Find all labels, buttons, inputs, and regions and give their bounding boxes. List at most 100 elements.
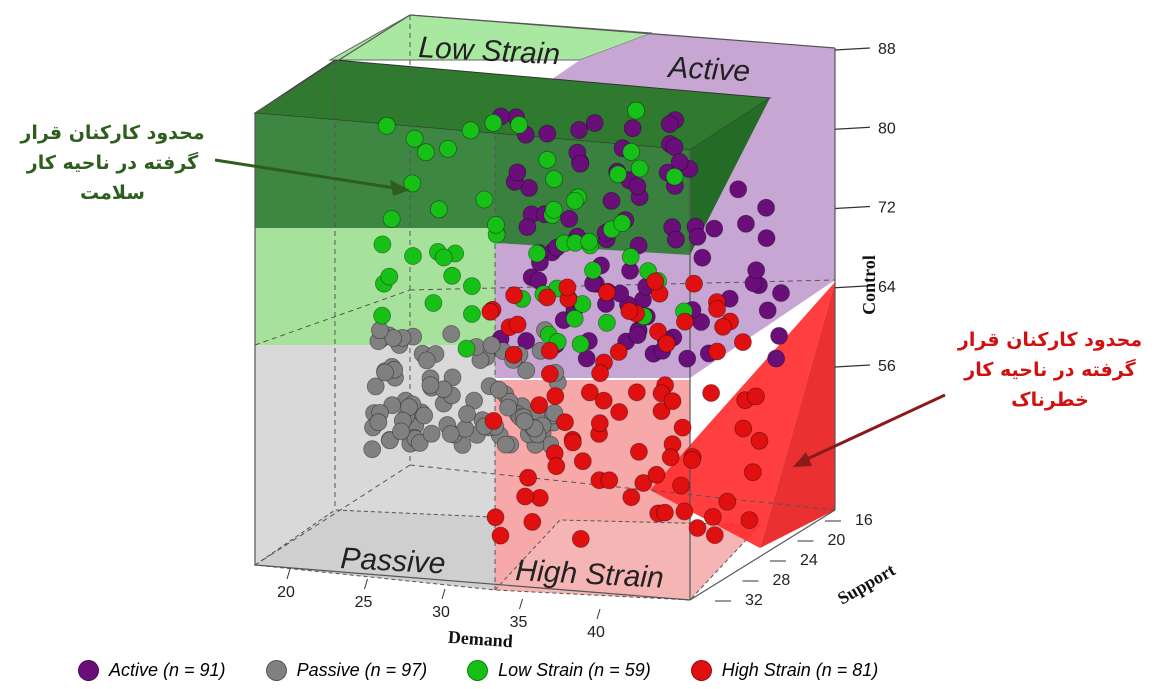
- point-active: [560, 209, 579, 228]
- control-tick-mark: [834, 285, 871, 289]
- point-high-strain: [622, 488, 641, 507]
- danger-arrowhead: [793, 452, 812, 467]
- point-low-strain: [627, 101, 645, 120]
- point-high-strain: [747, 387, 765, 406]
- point-high-strain: [530, 396, 549, 415]
- point-passive: [496, 435, 515, 454]
- point-passive: [415, 406, 434, 425]
- point-low-strain: [405, 129, 424, 148]
- point-low-strain: [457, 339, 476, 358]
- point-low-strain: [486, 215, 505, 234]
- point-low-strain: [462, 277, 481, 296]
- point-high-strain: [652, 402, 671, 421]
- safe-zone-annotation: محدود کارکنان قرار گرفته در ناحیه کار سل…: [20, 122, 205, 204]
- point-high-strain: [705, 526, 724, 544]
- control-tick-mark: [834, 47, 871, 51]
- point-high-strain: [740, 511, 759, 529]
- support-tick-label: 20: [828, 532, 846, 549]
- point-active: [705, 219, 724, 238]
- point-passive: [392, 422, 410, 441]
- support-axis-ticks: 16 20 24 28 32: [715, 512, 873, 609]
- demand-tick-mark: [364, 578, 368, 590]
- point-active: [585, 114, 604, 132]
- point-high-strain: [591, 364, 609, 383]
- point-high-strain: [481, 302, 500, 321]
- point-active: [772, 284, 790, 302]
- support-tick-label: 16: [855, 512, 873, 529]
- control-tick-mark: [834, 126, 871, 130]
- control-tick-mark: [834, 364, 871, 368]
- point-high-strain: [564, 433, 582, 452]
- point-active: [678, 349, 697, 368]
- support-tick-label: 24: [800, 552, 818, 569]
- point-low-strain: [373, 235, 392, 254]
- point-high-strain: [714, 317, 732, 336]
- point-low-strain: [443, 266, 462, 285]
- point-low-strain: [665, 167, 684, 186]
- point-low-strain: [461, 121, 480, 140]
- point-high-strain: [673, 418, 692, 437]
- legend-item-high-strain: High Strain (n = 81): [690, 659, 878, 681]
- low-strain-slab-side: [690, 98, 770, 255]
- point-high-strain: [672, 476, 690, 495]
- point-high-strain: [685, 274, 703, 293]
- point-active: [758, 301, 777, 320]
- point-high-strain: [504, 345, 523, 364]
- point-active: [623, 119, 642, 138]
- legend-item-active: Active (n = 91): [78, 659, 226, 681]
- point-low-strain: [373, 306, 392, 325]
- y-axis-label: Support: [834, 560, 899, 609]
- quadrant-label-active: Active: [666, 51, 751, 88]
- point-high-strain: [571, 530, 590, 548]
- x-axis-label: Demand: [447, 627, 513, 651]
- legend-swatch-high-strain: [690, 659, 712, 681]
- point-high-strain: [676, 312, 694, 331]
- demand-tick-label: 35: [510, 614, 528, 631]
- point-low-strain: [565, 191, 584, 210]
- point-active: [628, 177, 647, 196]
- point-passive: [421, 376, 440, 395]
- point-low-strain: [424, 294, 443, 312]
- point-low-strain: [510, 116, 528, 134]
- scatter-points: [363, 101, 790, 548]
- point-high-strain: [634, 474, 653, 492]
- legend-item-passive: Passive (n = 97): [265, 659, 427, 681]
- point-active: [571, 154, 590, 173]
- point-low-strain: [598, 313, 616, 332]
- point-high-strain: [558, 278, 577, 297]
- danger-wedge-side: [760, 282, 835, 548]
- z-axis-label: Control: [859, 255, 879, 315]
- control-tick-label: 72: [878, 200, 896, 217]
- support-tick-label: 28: [773, 572, 791, 589]
- legend-swatch-low-strain: [467, 659, 489, 681]
- danger-arrow: [804, 393, 946, 462]
- point-high-strain: [491, 526, 510, 545]
- point-passive: [499, 398, 518, 417]
- control-axis-ticks: 56 64 72 80 88: [834, 41, 896, 375]
- point-active: [729, 180, 748, 199]
- point-high-strain: [580, 383, 599, 402]
- demand-tick-label: 25: [355, 594, 373, 611]
- point-low-strain: [622, 142, 641, 161]
- point-high-strain: [683, 450, 701, 469]
- point-low-strain: [545, 170, 563, 189]
- point-active: [508, 163, 527, 182]
- point-active: [660, 115, 679, 133]
- point-low-strain: [475, 190, 494, 209]
- point-low-strain: [416, 143, 435, 162]
- point-low-strain: [439, 139, 457, 158]
- point-high-strain: [538, 288, 556, 307]
- point-high-strain: [708, 300, 726, 318]
- point-passive: [465, 391, 484, 410]
- point-high-strain: [646, 272, 665, 291]
- point-high-strain: [486, 508, 505, 527]
- point-passive: [383, 396, 402, 415]
- point-high-strain: [649, 322, 667, 341]
- demand-axis-ticks: 20 25 30 35 40: [277, 568, 605, 641]
- point-low-strain: [580, 232, 598, 251]
- point-high-strain: [556, 413, 574, 432]
- demand-tick-mark: [596, 608, 601, 620]
- point-high-strain: [743, 463, 762, 482]
- point-low-strain: [584, 261, 602, 280]
